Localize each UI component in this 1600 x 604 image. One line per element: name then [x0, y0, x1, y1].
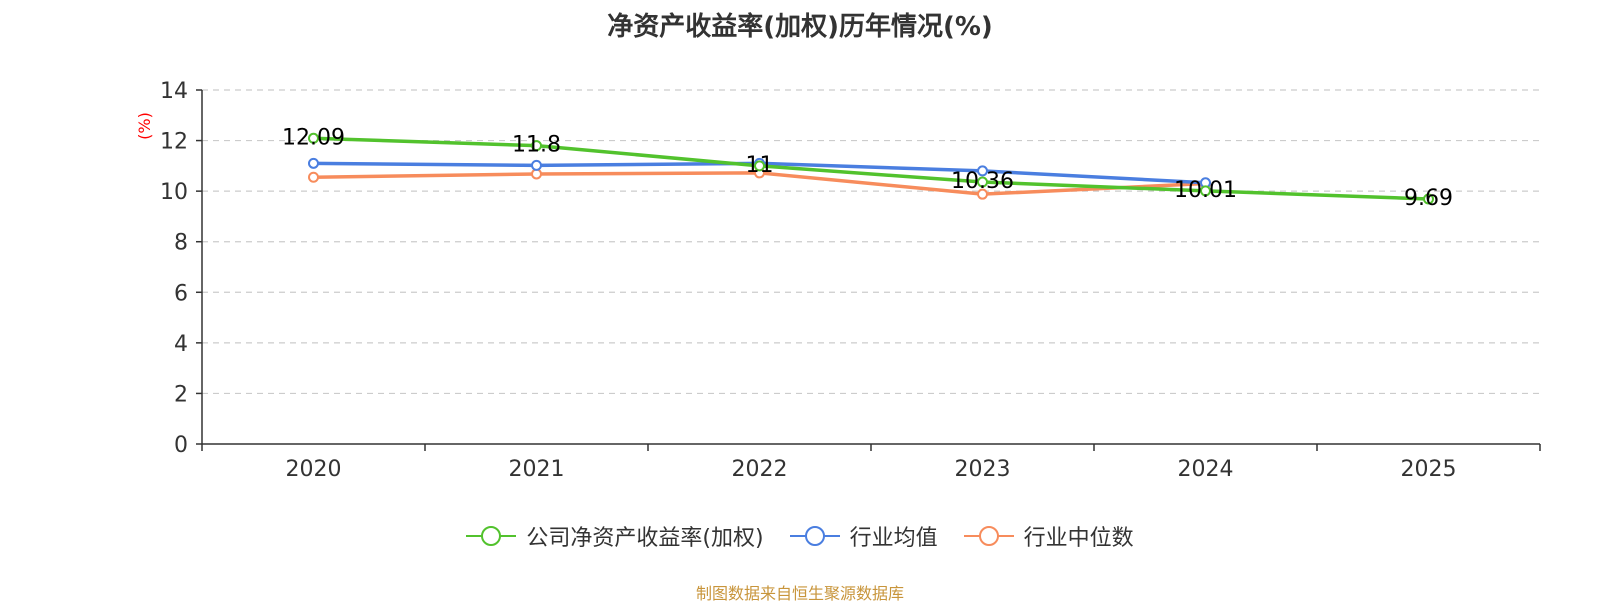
data-label: 12.09	[282, 125, 345, 150]
data-point-company	[977, 176, 988, 188]
y-tick-label: 0	[174, 433, 188, 458]
source-note: 制图数据来自恒生聚源数据库	[695, 584, 904, 603]
legend-item-industry-median[interactable]: 行业中位数	[963, 520, 1134, 552]
legend-label-industry-median: 行业中位数	[1023, 526, 1134, 551]
x-tick-label: 2023	[955, 457, 1011, 482]
x-tick-label: 2020	[286, 457, 342, 482]
data-label: 11.8	[512, 133, 561, 158]
legend-label-company: 公司净资产收益率(加权)	[526, 526, 764, 551]
x-tick-label: 2024	[1178, 457, 1234, 482]
legend-marker-industry-median-icon	[963, 526, 1014, 546]
line-chart: 0 2 4 6 8 10 12 14 (%) 2020 2021 2022 2023 2024 2025 12…	[135, 79, 1541, 482]
series-line-company	[313, 136, 1429, 201]
data-label: 9.69	[1404, 186, 1453, 211]
x-tick-label: 2021	[509, 457, 565, 482]
data-label: 10.01	[1174, 178, 1237, 203]
x-tick-label: 2022	[732, 457, 788, 482]
data-point-industry_median	[308, 171, 319, 183]
y-axis-label: (%)	[135, 112, 154, 140]
legend-label-industry-avg: 行业均值	[849, 526, 938, 551]
data-point-industry_avg	[308, 157, 319, 169]
y-tick-label: 4	[174, 332, 188, 357]
data-point-company	[1200, 185, 1211, 197]
legend-marker-company-icon	[466, 526, 517, 546]
data-point-industry_avg	[977, 165, 988, 177]
data-point-company	[308, 132, 319, 144]
y-tick-label: 12	[160, 130, 188, 155]
y-tick-label: 8	[174, 231, 188, 256]
legend-marker-industry-avg-icon	[789, 526, 840, 546]
data-point-industry_median	[977, 188, 988, 200]
legend-item-company[interactable]: 公司净资产收益率(加权)	[466, 520, 764, 552]
data-label: 10.36	[951, 169, 1014, 194]
data-point-company	[754, 160, 765, 172]
data-point-company	[1423, 193, 1434, 205]
data-point-industry_avg	[531, 159, 542, 171]
y-tick-label: 2	[174, 382, 188, 407]
chart-title: 净资产收益率(加权)历年情况(%)	[607, 12, 993, 42]
y-tick-label: 14	[160, 79, 188, 104]
legend-item-industry-avg[interactable]: 行业均值	[789, 520, 938, 552]
data-label: 11	[746, 153, 774, 178]
y-tick-label: 10	[160, 180, 188, 205]
y-tick-label: 6	[174, 281, 188, 306]
x-tick-label: 2025	[1401, 457, 1457, 482]
data-point-company	[531, 140, 542, 152]
legend: 公司净资产收益率(加权) 行业均值 行业中位数	[0, 520, 1600, 552]
